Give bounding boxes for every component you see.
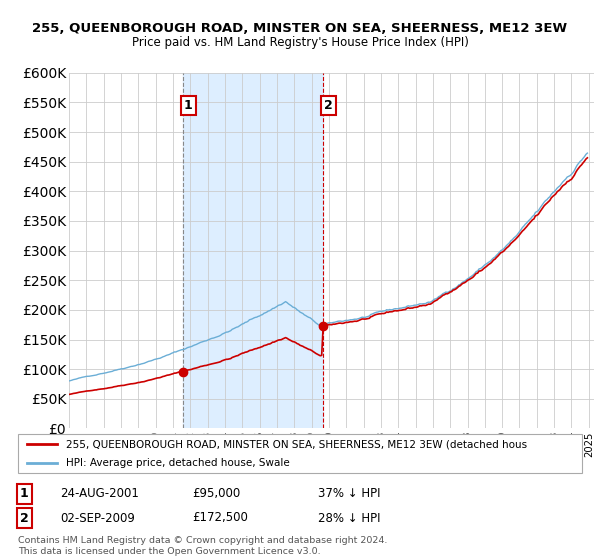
Text: 1: 1 — [184, 99, 193, 112]
Text: 24-AUG-2001: 24-AUG-2001 — [60, 487, 139, 501]
Text: 255, QUEENBOROUGH ROAD, MINSTER ON SEA, SHEERNESS, ME12 3EW: 255, QUEENBOROUGH ROAD, MINSTER ON SEA, … — [32, 22, 568, 35]
Text: 02-SEP-2009: 02-SEP-2009 — [60, 511, 135, 525]
Text: 2: 2 — [324, 99, 332, 112]
Text: Price paid vs. HM Land Registry's House Price Index (HPI): Price paid vs. HM Land Registry's House … — [131, 36, 469, 49]
Text: £95,000: £95,000 — [192, 487, 240, 501]
Bar — [183, 73, 323, 428]
Text: 255, QUEENBOROUGH ROAD, MINSTER ON SEA, SHEERNESS, ME12 3EW (detached hous: 255, QUEENBOROUGH ROAD, MINSTER ON SEA, … — [66, 439, 527, 449]
Text: 37% ↓ HPI: 37% ↓ HPI — [318, 487, 380, 501]
Text: £172,500: £172,500 — [192, 511, 248, 525]
Text: 1: 1 — [20, 487, 28, 501]
Text: 2: 2 — [20, 511, 28, 525]
Text: HPI: Average price, detached house, Swale: HPI: Average price, detached house, Swal… — [66, 458, 290, 468]
Text: Contains HM Land Registry data © Crown copyright and database right 2024.
This d: Contains HM Land Registry data © Crown c… — [18, 536, 388, 556]
Text: 28% ↓ HPI: 28% ↓ HPI — [318, 511, 380, 525]
